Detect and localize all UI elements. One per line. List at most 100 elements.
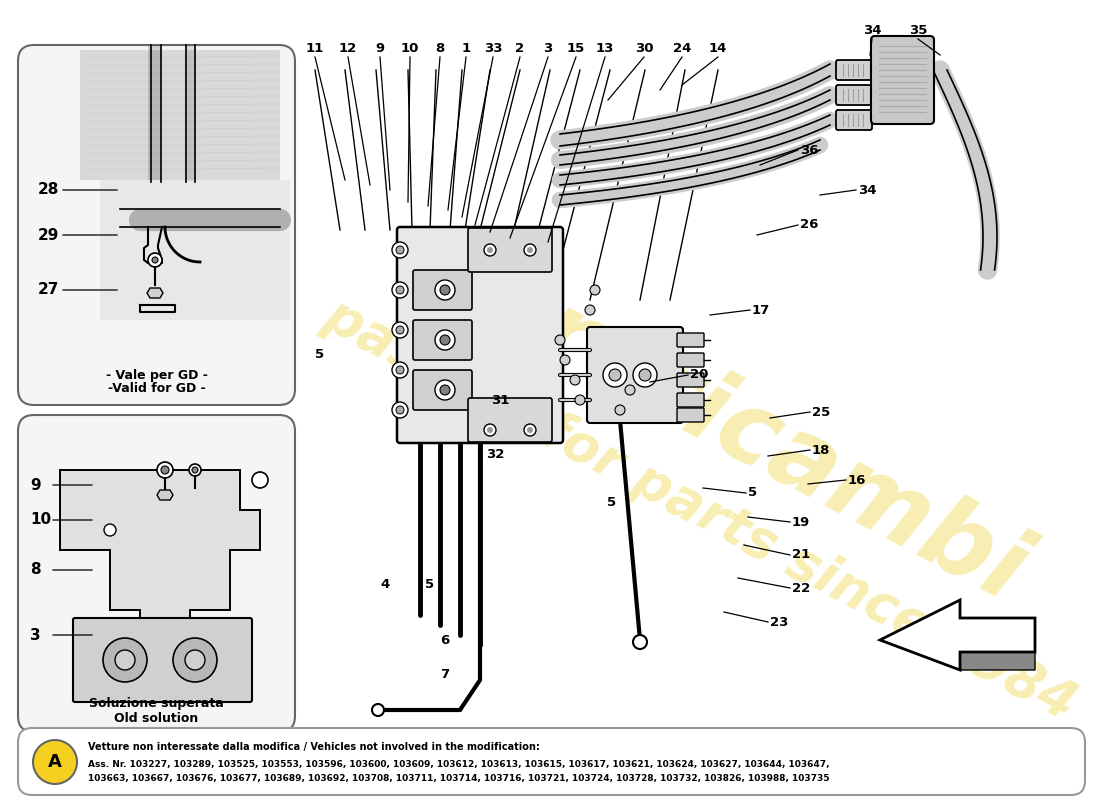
Text: 16: 16 bbox=[848, 474, 867, 486]
Circle shape bbox=[570, 375, 580, 385]
Circle shape bbox=[560, 355, 570, 365]
FancyBboxPatch shape bbox=[676, 393, 704, 407]
Circle shape bbox=[396, 406, 404, 414]
Circle shape bbox=[603, 363, 627, 387]
Text: 26: 26 bbox=[800, 218, 818, 231]
Text: 22: 22 bbox=[792, 582, 811, 594]
Text: 11: 11 bbox=[306, 42, 324, 55]
Text: A: A bbox=[48, 753, 62, 771]
Circle shape bbox=[372, 704, 384, 716]
FancyBboxPatch shape bbox=[836, 85, 872, 105]
Text: 32: 32 bbox=[486, 449, 504, 462]
Polygon shape bbox=[80, 50, 280, 180]
Text: 8: 8 bbox=[30, 562, 41, 578]
Circle shape bbox=[192, 467, 198, 473]
Polygon shape bbox=[147, 288, 163, 298]
FancyBboxPatch shape bbox=[676, 333, 704, 347]
FancyBboxPatch shape bbox=[676, 353, 704, 367]
Circle shape bbox=[185, 650, 205, 670]
Text: 28: 28 bbox=[39, 182, 59, 198]
Text: euroricambi: euroricambi bbox=[398, 218, 1042, 622]
Circle shape bbox=[396, 286, 404, 294]
Circle shape bbox=[434, 330, 455, 350]
Text: Ass. Nr. 103227, 103289, 103525, 103553, 103596, 103600, 103609, 103612, 103613,: Ass. Nr. 103227, 103289, 103525, 103553,… bbox=[88, 759, 829, 769]
Circle shape bbox=[33, 740, 77, 784]
Polygon shape bbox=[880, 640, 1035, 670]
FancyBboxPatch shape bbox=[836, 60, 872, 80]
Circle shape bbox=[632, 635, 647, 649]
Text: Soluzione superata: Soluzione superata bbox=[89, 698, 224, 710]
Text: 15: 15 bbox=[566, 42, 585, 55]
Circle shape bbox=[152, 257, 158, 263]
Circle shape bbox=[392, 362, 408, 378]
Circle shape bbox=[524, 424, 536, 436]
FancyBboxPatch shape bbox=[412, 320, 472, 360]
Polygon shape bbox=[60, 470, 260, 650]
Text: 27: 27 bbox=[39, 282, 59, 298]
Text: 3: 3 bbox=[30, 627, 41, 642]
FancyBboxPatch shape bbox=[18, 415, 295, 732]
Text: 6: 6 bbox=[440, 634, 450, 646]
Circle shape bbox=[527, 247, 534, 253]
Text: 13: 13 bbox=[596, 42, 614, 55]
Text: 5: 5 bbox=[426, 578, 434, 591]
Circle shape bbox=[434, 380, 455, 400]
Circle shape bbox=[524, 244, 536, 256]
Text: Old solution: Old solution bbox=[114, 711, 199, 725]
Circle shape bbox=[440, 335, 450, 345]
FancyBboxPatch shape bbox=[468, 228, 552, 272]
Circle shape bbox=[148, 253, 162, 267]
Circle shape bbox=[556, 335, 565, 345]
Text: 31: 31 bbox=[491, 394, 509, 406]
Text: 34: 34 bbox=[862, 24, 881, 37]
FancyBboxPatch shape bbox=[836, 110, 872, 130]
Circle shape bbox=[392, 402, 408, 418]
FancyBboxPatch shape bbox=[412, 370, 472, 410]
Circle shape bbox=[392, 322, 408, 338]
Text: 2: 2 bbox=[516, 42, 525, 55]
Text: 8: 8 bbox=[436, 42, 444, 55]
Text: 30: 30 bbox=[635, 42, 653, 55]
Text: 10: 10 bbox=[400, 42, 419, 55]
FancyBboxPatch shape bbox=[412, 270, 472, 310]
Text: Vetture non interessate dalla modifica / Vehicles not involved in the modificati: Vetture non interessate dalla modifica /… bbox=[88, 742, 540, 752]
FancyBboxPatch shape bbox=[587, 327, 683, 423]
Circle shape bbox=[396, 366, 404, 374]
Circle shape bbox=[487, 427, 493, 433]
Text: 25: 25 bbox=[812, 406, 830, 418]
Text: 5: 5 bbox=[607, 495, 617, 509]
Circle shape bbox=[161, 466, 169, 474]
FancyBboxPatch shape bbox=[18, 45, 295, 405]
Circle shape bbox=[609, 369, 622, 381]
Polygon shape bbox=[100, 180, 290, 320]
Text: 4: 4 bbox=[381, 578, 389, 591]
Text: 35: 35 bbox=[909, 24, 927, 37]
Circle shape bbox=[639, 369, 651, 381]
Circle shape bbox=[487, 247, 493, 253]
Circle shape bbox=[625, 385, 635, 395]
Circle shape bbox=[103, 638, 147, 682]
FancyBboxPatch shape bbox=[871, 36, 934, 124]
Circle shape bbox=[104, 524, 116, 536]
Text: -Valid for GD -: -Valid for GD - bbox=[108, 382, 206, 395]
Text: passion for parts since 1984: passion for parts since 1984 bbox=[316, 289, 1085, 731]
Circle shape bbox=[484, 424, 496, 436]
Polygon shape bbox=[157, 490, 173, 500]
Text: 34: 34 bbox=[858, 183, 877, 197]
Circle shape bbox=[396, 326, 404, 334]
Text: 24: 24 bbox=[673, 42, 691, 55]
Circle shape bbox=[632, 363, 657, 387]
Circle shape bbox=[484, 244, 496, 256]
Text: 36: 36 bbox=[800, 143, 818, 157]
Circle shape bbox=[392, 282, 408, 298]
Text: 21: 21 bbox=[792, 549, 811, 562]
FancyBboxPatch shape bbox=[676, 373, 704, 387]
Circle shape bbox=[116, 650, 135, 670]
Text: 10: 10 bbox=[30, 513, 51, 527]
Circle shape bbox=[189, 464, 201, 476]
Text: 7: 7 bbox=[440, 669, 450, 682]
Circle shape bbox=[440, 385, 450, 395]
Text: 3: 3 bbox=[543, 42, 552, 55]
Circle shape bbox=[527, 427, 534, 433]
Circle shape bbox=[590, 285, 600, 295]
